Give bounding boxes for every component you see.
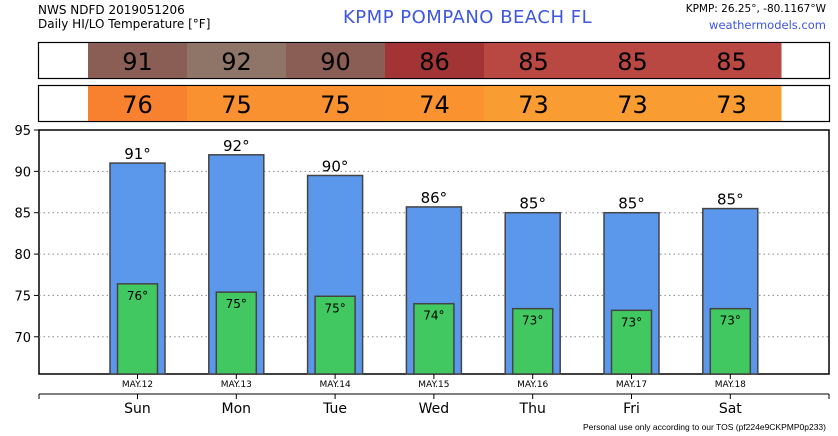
high-row-value: 92 bbox=[221, 48, 252, 76]
station-title: KPMP POMPANO BEACH FL bbox=[343, 7, 593, 28]
low-row-cell bbox=[187, 86, 287, 121]
y-tick-label: 80 bbox=[14, 248, 31, 263]
high-bar-label: 91° bbox=[124, 145, 151, 163]
source-label: NWS NDFD 2019051206 bbox=[38, 3, 185, 17]
date-label: MAY.18 bbox=[715, 380, 746, 390]
y-tick-label: 75 bbox=[14, 289, 31, 304]
low-row-cell bbox=[583, 86, 683, 121]
high-row-value: 90 bbox=[320, 48, 351, 76]
low-row-cell bbox=[385, 86, 485, 121]
high-bar-label: 90° bbox=[322, 157, 349, 175]
x-axis: MAY.12 Sun MAY.13 Mon MAY.14 Tue MAY.15 Wed MAY.… bbox=[38, 374, 830, 417]
low-bar-label: 74° bbox=[423, 309, 444, 323]
low-bar bbox=[413, 302, 455, 375]
low-bar bbox=[610, 309, 653, 375]
low-bar bbox=[215, 291, 258, 375]
y-tick-label: 90 bbox=[14, 165, 31, 180]
high-bar-label: 85° bbox=[618, 195, 645, 213]
high-row-value: 91 bbox=[122, 48, 153, 76]
high-bar-label: 85° bbox=[717, 191, 744, 209]
day-label: Thu bbox=[519, 401, 546, 417]
date-label: MAY.16 bbox=[517, 380, 548, 390]
high-row-cell bbox=[583, 43, 683, 78]
low-bar bbox=[314, 295, 356, 375]
temperature-rows: 91 92 90 86 85 85 85 76 75 75 74 73 73 73 bbox=[37, 41, 831, 123]
low-row-value: 73 bbox=[617, 91, 648, 119]
low-row-cell bbox=[484, 86, 584, 121]
date-label: MAY.12 bbox=[122, 380, 153, 390]
low-row-value: 73 bbox=[716, 91, 747, 119]
high-row-cell bbox=[385, 43, 485, 78]
low-bar-label: 73° bbox=[621, 315, 642, 329]
high-bar-label: 92° bbox=[223, 137, 250, 155]
y-tick-label: 95 bbox=[14, 124, 31, 139]
day-label: Fri bbox=[623, 401, 640, 417]
tos-notice: Personal use only according to our TOS (… bbox=[582, 422, 826, 432]
low-bar-label: 75° bbox=[226, 297, 247, 311]
low-bar-label: 73° bbox=[522, 314, 543, 328]
low-row-cell bbox=[286, 86, 386, 121]
low-row-value: 74 bbox=[419, 91, 450, 119]
high-row-cell bbox=[484, 43, 584, 78]
date-label: MAY.14 bbox=[319, 380, 350, 390]
y-tick-label: 70 bbox=[14, 331, 31, 346]
day-label: Sat bbox=[719, 401, 742, 417]
low-row-value: 76 bbox=[122, 91, 153, 119]
high-row-value: 85 bbox=[617, 48, 648, 76]
date-label: MAY.13 bbox=[221, 380, 252, 390]
low-bar bbox=[511, 307, 554, 375]
high-row-cell bbox=[187, 43, 287, 78]
station-coordinates: KPMP: 26.25°, -80.1167°W bbox=[685, 3, 826, 15]
high-row-value: 86 bbox=[419, 48, 450, 76]
high-row-value: 85 bbox=[518, 48, 549, 76]
high-row-cell bbox=[88, 43, 188, 78]
date-label: MAY.15 bbox=[418, 380, 449, 390]
day-label: Mon bbox=[222, 401, 252, 417]
day-label: Wed bbox=[419, 401, 450, 417]
high-bar-label: 85° bbox=[519, 195, 546, 213]
low-row-cell bbox=[88, 86, 188, 121]
low-bar bbox=[116, 283, 159, 375]
plot-area: 70 75 80 85 90 95 91° 76° 92° 75° 90° 75° 86° 74° 85° 7… bbox=[14, 124, 830, 375]
low-bar-label: 76° bbox=[127, 289, 148, 303]
high-row-value: 85 bbox=[716, 48, 747, 76]
low-row-cell bbox=[682, 86, 782, 121]
y-tick-label: 85 bbox=[14, 207, 31, 222]
site-link[interactable]: weathermodels.com bbox=[709, 18, 826, 32]
day-label: Sun bbox=[124, 401, 151, 417]
high-row-cell bbox=[286, 43, 386, 78]
day-label: Tue bbox=[322, 401, 347, 417]
low-bar-label: 75° bbox=[324, 301, 345, 315]
chart-subtitle: Daily HI/LO Temperature [°F] bbox=[38, 17, 211, 31]
low-row-value: 73 bbox=[518, 91, 549, 119]
low-bar-label: 73° bbox=[720, 314, 741, 328]
low-row-value: 75 bbox=[320, 91, 351, 119]
date-label: MAY.17 bbox=[616, 380, 647, 390]
high-row-cell bbox=[682, 43, 782, 78]
low-bar bbox=[709, 307, 752, 375]
high-bar-label: 86° bbox=[421, 189, 448, 207]
low-row-value: 75 bbox=[221, 91, 252, 119]
